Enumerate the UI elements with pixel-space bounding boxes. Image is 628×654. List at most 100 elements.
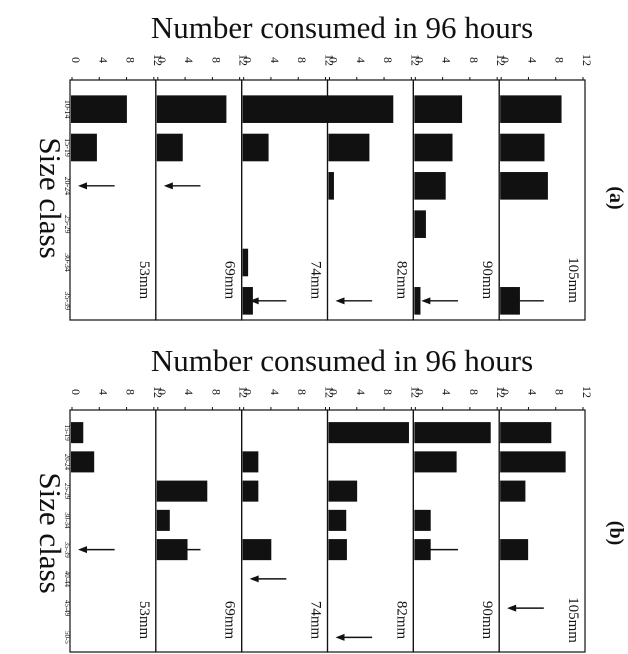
small-multiples-b: 15-19 20-24 25-29 30-34 35-39 40-44 45-49 50-5 0… — [63, 386, 594, 653]
value-tick-label: 12 — [580, 54, 594, 66]
value-tick-label: 0 — [498, 57, 512, 63]
series-label: 74mm — [308, 261, 324, 300]
category-tick-label: 50-5 — [63, 631, 71, 644]
series-label: 82mm — [393, 601, 409, 640]
value-tick-label: 0 — [69, 57, 83, 63]
bar — [414, 451, 457, 473]
value-tick-label: 4 — [525, 389, 539, 395]
series-label: 105mm — [565, 597, 581, 643]
bar — [242, 480, 259, 502]
value-tick-label: 0 — [412, 57, 426, 63]
value-tick-label: 4 — [354, 57, 368, 63]
panel-b: Number consumed in 96 hours Size class (… — [33, 343, 627, 653]
series-label: 53mm — [136, 601, 152, 640]
value-tick-label: 4 — [268, 57, 282, 63]
size-limit-arrow-head — [421, 297, 431, 305]
series-label: 69mm — [222, 261, 238, 300]
size-limit-arrow-head — [249, 575, 259, 583]
bar — [500, 172, 548, 200]
category-tick-label: 25-29 — [63, 215, 72, 234]
value-axis-title-a: Number consumed in 96 hours — [151, 10, 533, 45]
value-tick-label: 4 — [440, 57, 454, 63]
size-limit-arrow-head — [78, 182, 87, 190]
category-tick-label: 20-24 — [63, 176, 72, 195]
value-tick-label: 8 — [553, 389, 567, 395]
category-axis-title-a: Size class — [33, 137, 68, 258]
category-tick-label: 15-19 — [63, 138, 72, 157]
value-tick-label: 8 — [381, 389, 395, 395]
category-axis-title-b: Size class — [33, 472, 68, 593]
panel-letter-a: (a) — [605, 186, 627, 209]
value-tick-label: 4 — [96, 57, 110, 63]
value-tick-label: 8 — [381, 57, 395, 63]
value-tick-label: 4 — [96, 389, 110, 395]
value-tick-label: 8 — [124, 389, 138, 395]
bar — [71, 133, 97, 162]
series-label: 53mm — [136, 261, 152, 300]
bar — [328, 509, 347, 531]
bar — [242, 248, 249, 277]
category-tick-label: 30-34 — [63, 253, 72, 272]
bar — [500, 539, 529, 561]
value-tick-label: 4 — [525, 57, 539, 63]
bar — [71, 451, 95, 473]
size-limit-arrow-head — [163, 182, 173, 190]
value-tick-label: 0 — [241, 57, 255, 63]
series-label: 105mm — [565, 257, 581, 303]
panel-letter-b: (b) — [605, 521, 627, 545]
bar — [414, 287, 421, 315]
bar — [71, 95, 127, 123]
bar — [242, 133, 269, 162]
bar — [500, 95, 562, 123]
bar — [242, 451, 259, 473]
category-tick-label: 20-24 — [63, 454, 71, 471]
value-tick-label: 8 — [467, 57, 481, 63]
value-tick-label: 4 — [440, 389, 454, 395]
size-limit-arrow-head — [335, 297, 345, 305]
bar — [71, 422, 84, 444]
bar — [500, 451, 566, 473]
value-tick-label: 0 — [412, 389, 426, 395]
bar — [242, 95, 329, 123]
bar — [500, 480, 526, 502]
value-tick-label: 12 — [494, 386, 508, 398]
bar — [156, 480, 208, 502]
size-limit-arrow-head — [335, 633, 345, 641]
bar — [328, 480, 358, 502]
bar — [500, 133, 545, 162]
size-limit-arrow-head — [78, 546, 87, 554]
subplot-frame — [498, 409, 586, 653]
bar — [414, 133, 453, 162]
value-tick-label: 0 — [69, 389, 83, 395]
value-tick-label: 8 — [295, 389, 309, 395]
bar — [414, 422, 491, 444]
value-tick-label: 12 — [494, 54, 508, 66]
bar — [328, 133, 370, 162]
value-tick-label: 0 — [327, 389, 341, 395]
value-tick-label: 8 — [124, 57, 138, 63]
value-tick-label: 8 — [553, 57, 567, 63]
bar — [156, 509, 170, 531]
size-limit-arrow-head — [507, 604, 517, 612]
value-tick-label: 4 — [268, 389, 282, 395]
bar — [414, 210, 426, 238]
bar — [156, 95, 227, 123]
category-tick-label: 40-44 — [63, 571, 71, 588]
bar — [414, 509, 431, 531]
series-label: 82mm — [393, 261, 409, 300]
small-multiples-a: 10-14 15-19 20-24 25-29 30-34 35-39 0 4 8 12 53mm 0… — [63, 54, 594, 321]
category-tick-label: 45-49 — [63, 600, 71, 617]
value-tick-label: 12 — [323, 54, 337, 66]
value-tick-label: 12 — [237, 386, 251, 398]
size-limit-arrow-head — [507, 297, 517, 305]
value-tick-label: 4 — [182, 57, 196, 63]
value-tick-label: 4 — [182, 389, 196, 395]
bar — [242, 287, 253, 315]
bar — [242, 539, 272, 561]
category-tick-label: 10-14 — [63, 100, 72, 119]
value-tick-label: 8 — [467, 389, 481, 395]
series-label: 69mm — [222, 601, 238, 640]
bar — [414, 95, 463, 123]
value-tick-label: 8 — [209, 57, 223, 63]
